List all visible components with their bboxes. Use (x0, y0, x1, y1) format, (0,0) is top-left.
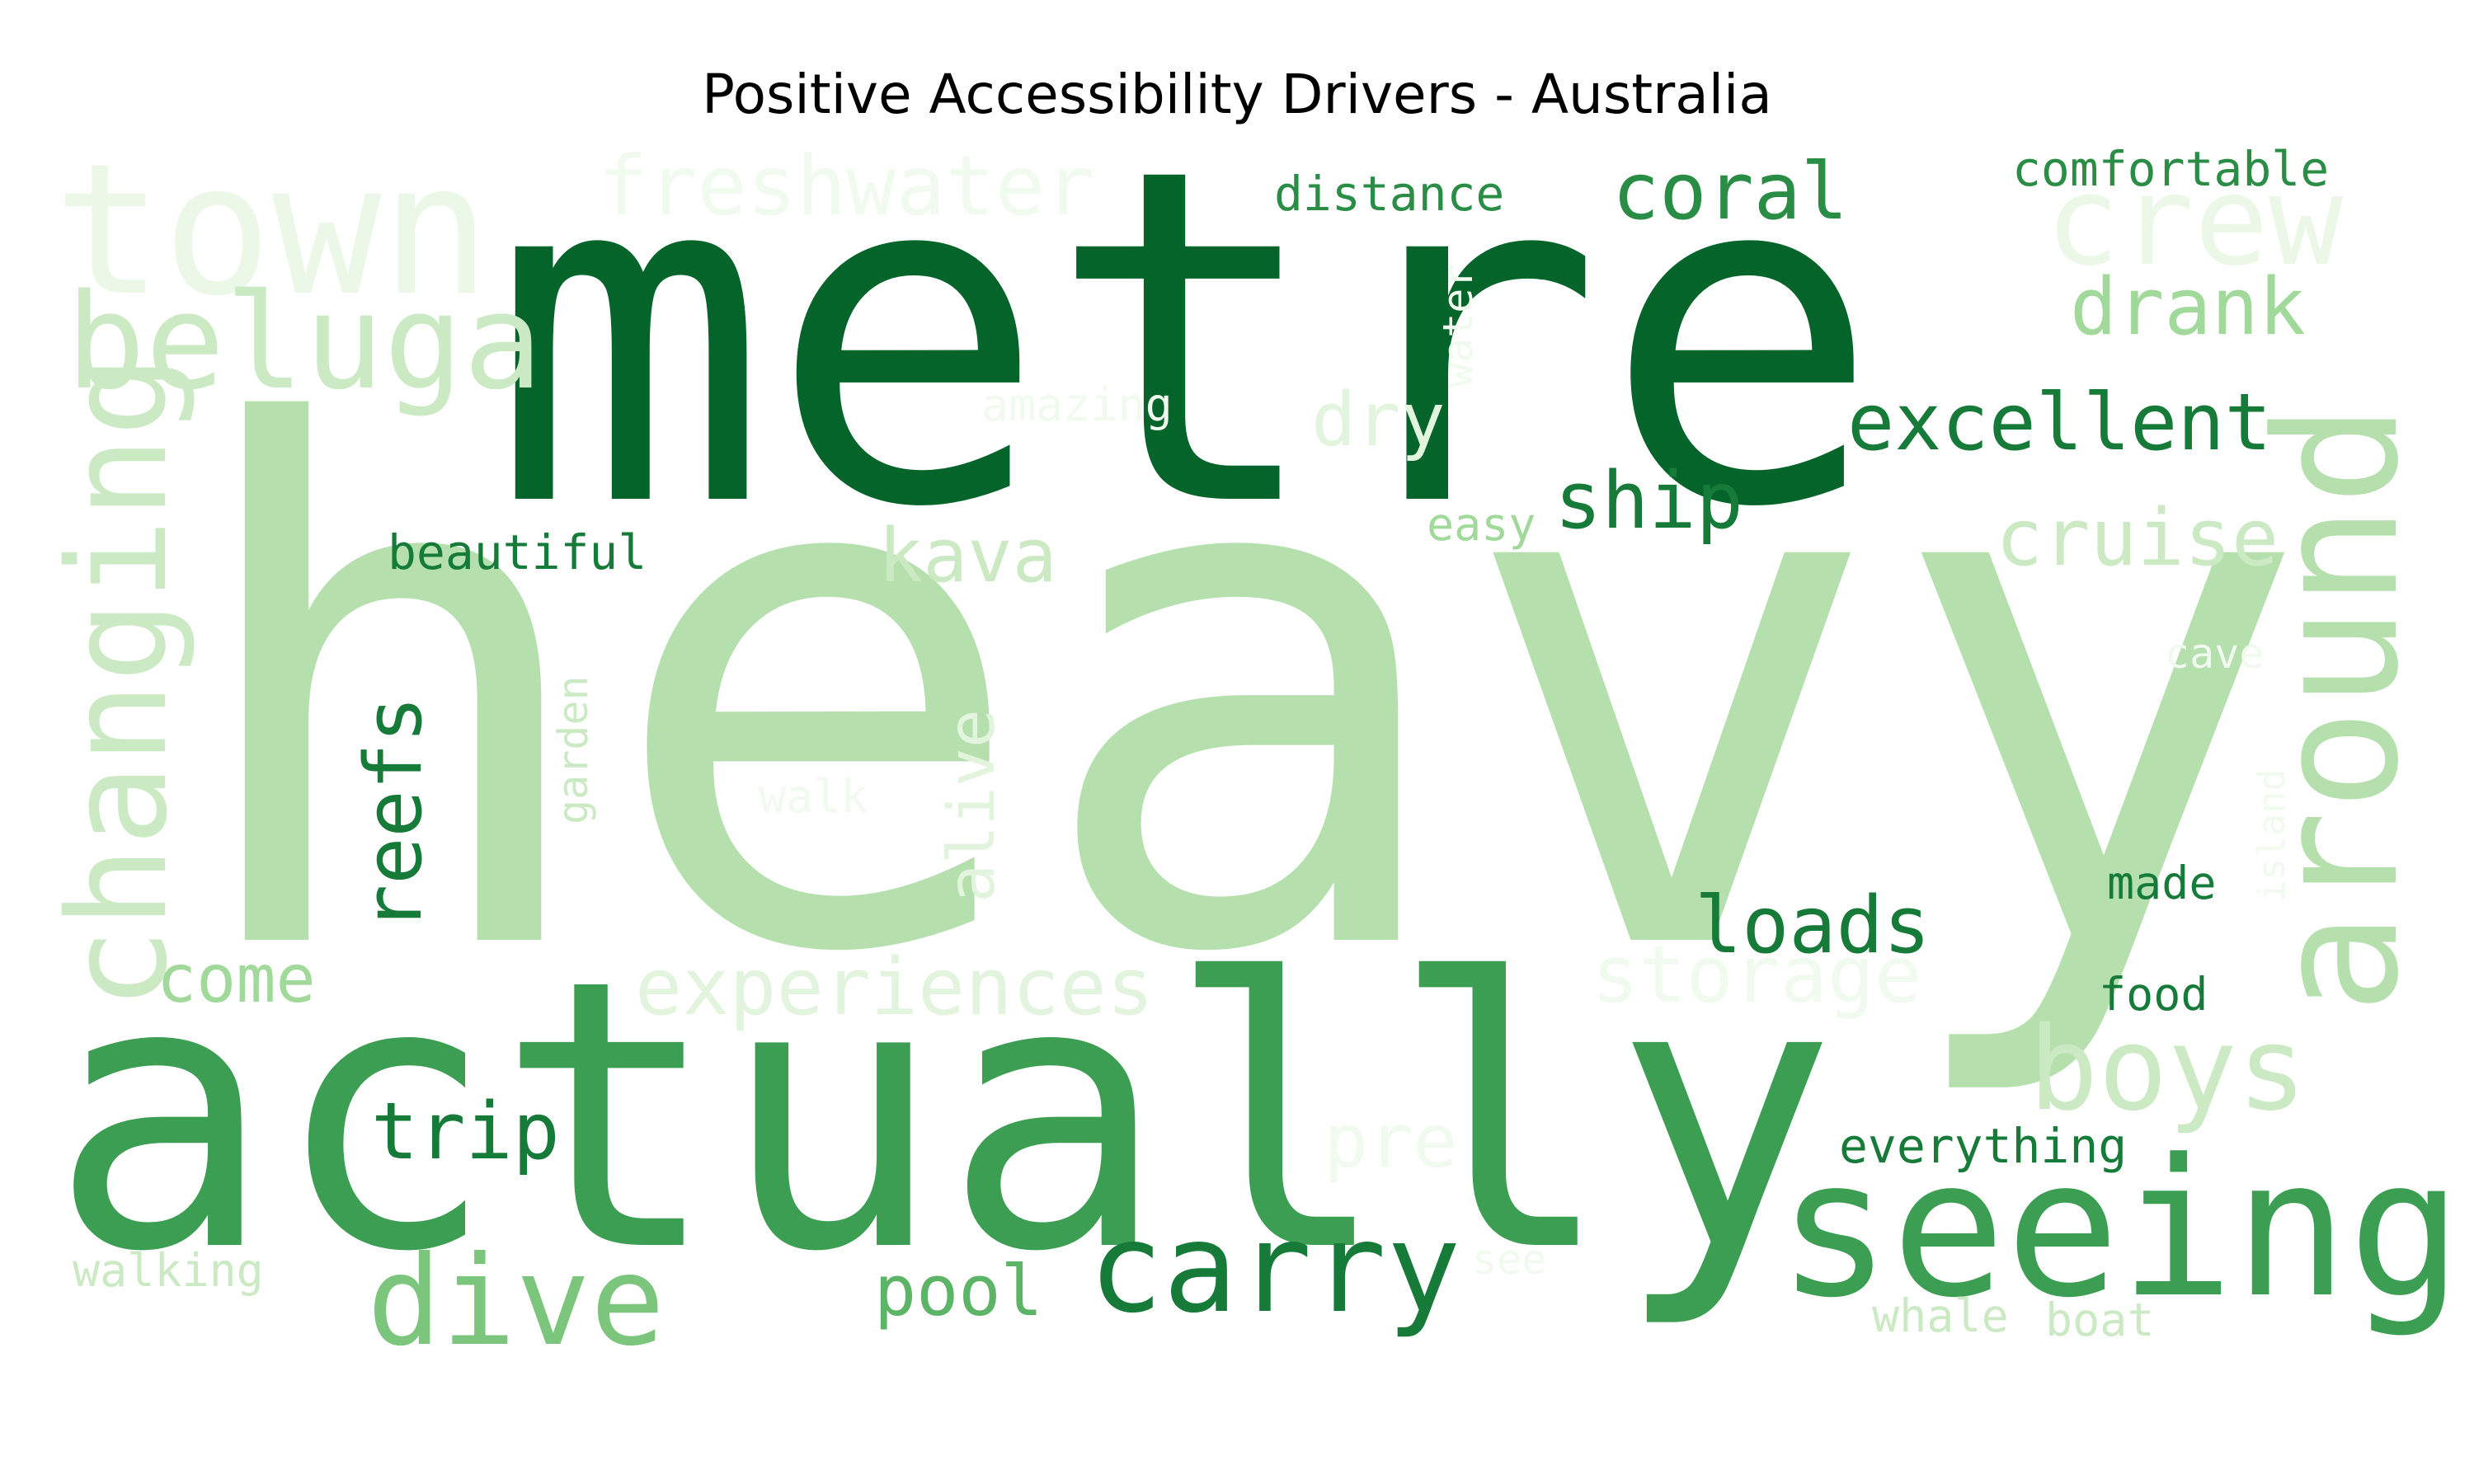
word-walk: walk (759, 770, 868, 823)
word-dive: dive (367, 1230, 665, 1374)
word-beautiful: beautiful (388, 524, 647, 580)
word-easy: easy (1427, 498, 1536, 551)
word-excellent: excellent (1847, 378, 2272, 468)
word-cruise: cruise (1996, 493, 2279, 584)
word-storage: storage (1592, 930, 1921, 1021)
word-pre: pre (1324, 1098, 1458, 1185)
word-distance: distance (1274, 166, 1504, 222)
word-freshwater: freshwater (598, 138, 1094, 234)
word-island: island (2250, 768, 2293, 903)
word-ship: ship (1554, 456, 1743, 547)
word-town: town (54, 124, 491, 336)
word-coral: coral (1612, 147, 1848, 237)
word-loads: loads (1695, 881, 1931, 971)
word-beluga: beluga (66, 265, 543, 419)
word-dry: dry (1311, 377, 1446, 463)
word-seeing: seeing (1777, 1120, 2462, 1340)
word-experiences: experiences (635, 942, 1154, 1033)
word-amazing: amazing (981, 378, 1173, 431)
word-crew: crew (2045, 150, 2344, 294)
word-cave: cave (2165, 630, 2264, 678)
word-whale: whale (1872, 1289, 2009, 1342)
word-come: come (157, 941, 316, 1017)
word-comfortable: comfortable (2012, 141, 2329, 197)
word-garden: garden (549, 675, 597, 824)
word-actually: actually (49, 901, 1837, 1333)
word-alive: alive (935, 709, 1009, 903)
word-carry: carry (1089, 1197, 1461, 1341)
word-boys: boys (2029, 1003, 2307, 1137)
word-pool: pool (874, 1251, 1043, 1332)
word-metre: metre (491, 71, 1881, 608)
word-walking: walking (73, 1244, 264, 1297)
word-around: around (2240, 403, 2436, 1014)
word-water: water (1434, 263, 1482, 387)
word-drank: drank (2070, 262, 2306, 353)
word-food: food (2099, 968, 2208, 1021)
word-kava: kava (878, 513, 1057, 599)
word-see: see (1472, 1236, 1546, 1284)
word-reefs: reefs (349, 696, 440, 932)
word-boat: boat (2045, 1294, 2154, 1346)
word-heavy: heavy (177, 282, 2312, 1107)
word-made: made (2107, 857, 2216, 909)
word-trip: trip (371, 1087, 560, 1177)
chart-title: Positive Accessibility Drivers - Austral… (702, 63, 1772, 126)
word-everything: everything (1839, 1118, 2127, 1174)
word-changing: changing (39, 355, 197, 1010)
